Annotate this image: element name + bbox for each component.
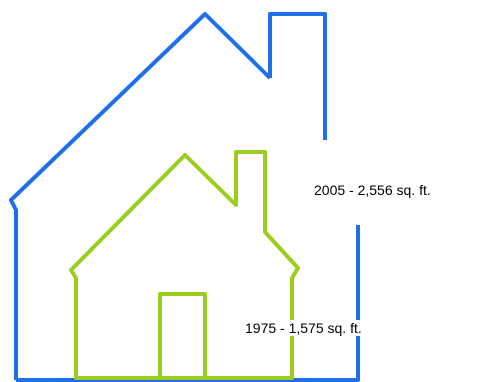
house-wall bbox=[16, 225, 360, 382]
house-1975 bbox=[69, 150, 300, 380]
door bbox=[158, 292, 207, 378]
chimney bbox=[268, 12, 327, 140]
label-2005: 2005 - 2,556 sq. ft. bbox=[314, 182, 431, 198]
house-outline bbox=[9, 12, 272, 380]
label-1975: 1975 - 1,575 sq. ft. bbox=[245, 320, 362, 336]
house-outline bbox=[69, 150, 300, 380]
